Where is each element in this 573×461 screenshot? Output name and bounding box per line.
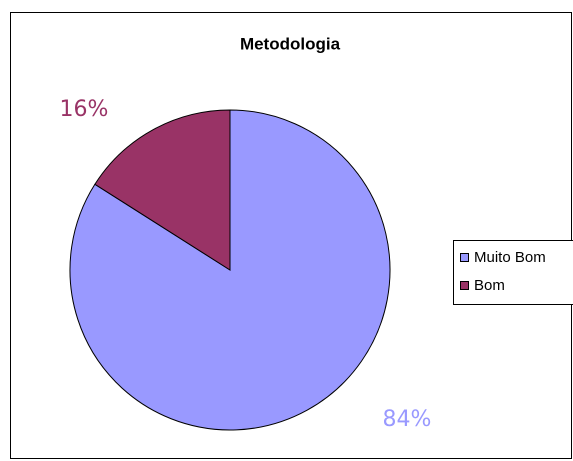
- data-label: 16%: [60, 97, 109, 122]
- legend-label: Bom: [474, 277, 505, 294]
- legend-label: Muito Bom: [474, 249, 546, 266]
- legend-box: [453, 240, 573, 305]
- chart-title: Metodologia: [240, 34, 341, 53]
- data-label: 84%: [383, 407, 432, 432]
- legend-swatch: [460, 281, 469, 290]
- legend-swatch: [460, 253, 469, 262]
- pie-slice: [94, 109, 231, 271]
